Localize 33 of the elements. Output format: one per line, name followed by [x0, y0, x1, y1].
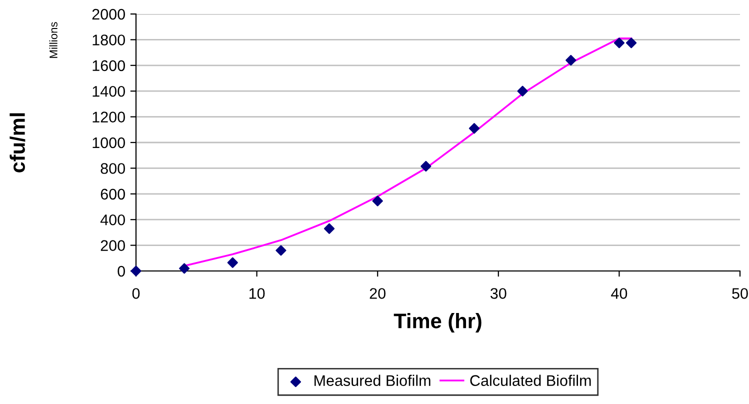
y-tick-label: 2000: [92, 8, 125, 20]
y-tick-label: 1400: [92, 86, 125, 97]
y-tick-label: 1200: [92, 112, 125, 122]
x-axis-title: Time (hr): [394, 313, 482, 332]
x-tick-label: 10: [249, 288, 265, 299]
point: [276, 245, 286, 256]
x-tick-label: 20: [370, 288, 386, 299]
point: [179, 263, 190, 274]
x-tick-label: 50: [732, 288, 748, 299]
point: [517, 86, 528, 96]
x-tick-label: 40: [611, 288, 628, 299]
point: [372, 196, 383, 206]
point: [566, 54, 576, 66]
text: Millions: [49, 22, 58, 58]
legend-label: Measured Biofilm: [314, 374, 430, 386]
point: [626, 38, 637, 48]
y-tick-label: 400: [100, 214, 125, 226]
y-tick-label: 1600: [92, 60, 125, 72]
y-tick-label: 0: [118, 266, 125, 277]
y-tick-label: 1000: [92, 137, 125, 148]
point: [324, 223, 335, 234]
y-tick-label: 800: [100, 163, 125, 174]
y-tick-label: 600: [100, 188, 125, 200]
point: [227, 257, 238, 268]
y-axis-title: cfu/ml: [10, 113, 26, 172]
point: [614, 38, 624, 48]
point: [420, 160, 432, 172]
point: [468, 123, 480, 134]
y-tick-label: 200: [100, 240, 125, 251]
legend-label: Calculated Biofilm: [470, 374, 591, 386]
x-tick-label: 30: [490, 288, 506, 299]
x-tick-label: 0: [132, 288, 140, 299]
y-tick-label: 1800: [92, 34, 125, 46]
